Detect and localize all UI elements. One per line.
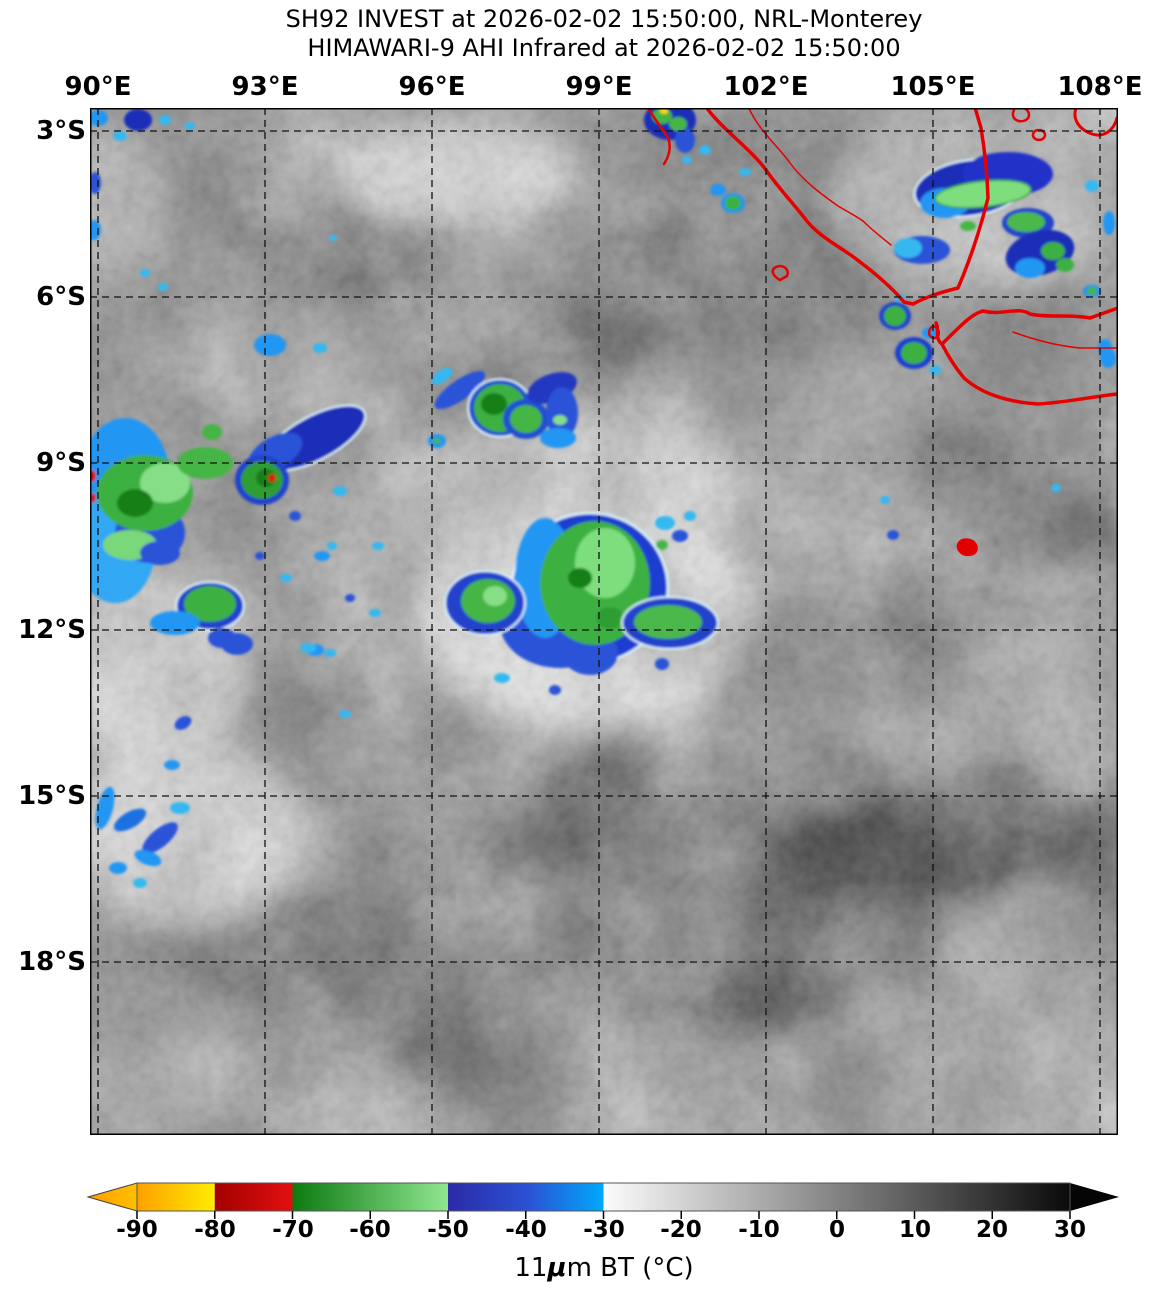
cb-label-mu: μ <box>547 1253 567 1283</box>
small-island-outline <box>1031 128 1047 142</box>
lat-label-9s: 9°S <box>36 448 86 478</box>
lat-label-12s: 12°S <box>18 615 86 645</box>
colorbar-segment-red <box>214 1183 293 1211</box>
cb-tick--20: -20 <box>660 1217 702 1243</box>
islands-outline-nw <box>646 108 671 166</box>
cb-tick--10: -10 <box>738 1217 780 1243</box>
sumatra-west-coast <box>704 108 915 306</box>
colorbar-segment-gray <box>603 1183 1070 1211</box>
map-border <box>90 108 1118 1135</box>
lon-label-90e: 90°E <box>64 72 132 102</box>
colorbar-ticks <box>136 1211 1071 1219</box>
cb-tick-10: 10 <box>898 1217 931 1243</box>
lon-label-93e: 93°E <box>231 72 299 102</box>
colorbar-segment-green <box>292 1183 448 1211</box>
coastlines <box>646 108 1118 557</box>
lon-label-99e: 99°E <box>565 72 633 102</box>
colorbar-segment-blue <box>448 1183 604 1211</box>
colorbar-segment-orange <box>137 1183 215 1211</box>
product-title: SH92 INVEST at 2026-02-02 15:50:00, NRL-… <box>285 5 923 33</box>
java-south-coast <box>940 342 1118 406</box>
cb-tick--70: -70 <box>272 1217 314 1243</box>
colorbar-left-arrow <box>86 1182 138 1212</box>
lon-label-96e: 96°E <box>398 72 466 102</box>
mentawai-island-outline <box>771 265 789 282</box>
lon-label-105e: 105°E <box>890 72 976 102</box>
cb-label-pre: 11 <box>514 1253 548 1283</box>
bangka-island-outline <box>1011 108 1031 123</box>
map-area <box>90 108 1118 1135</box>
lat-label-18s: 18°S <box>18 947 86 977</box>
cb-tick--30: -30 <box>583 1217 625 1243</box>
cb-tick--80: -80 <box>194 1217 236 1243</box>
lon-label-102e: 102°E <box>723 72 809 102</box>
cb-tick--60: -60 <box>349 1217 391 1243</box>
colorbar-svg <box>86 1182 1119 1219</box>
lat-label-15s: 15°S <box>18 781 86 811</box>
sumatra-internal-border-2 <box>862 220 892 246</box>
product-subtitle: HIMAWARI-9 AHI Infrared at 2026-02-02 15… <box>307 34 901 62</box>
colorbar <box>85 1178 1125 1224</box>
lat-label-6s: 6°S <box>36 282 86 312</box>
graticule <box>90 108 1118 1135</box>
cb-tick--90: -90 <box>116 1217 158 1243</box>
cb-tick-0: 0 <box>828 1217 845 1243</box>
java-internal-border <box>1012 331 1118 349</box>
cb-tick-30: 30 <box>1053 1217 1086 1243</box>
lon-label-108e: 108°E <box>1057 72 1143 102</box>
cb-label-post: m BT (°C) <box>566 1253 694 1283</box>
belitung-island-outline <box>1073 108 1118 137</box>
sumatra-internal-border <box>748 108 864 222</box>
satellite-ir-image <box>90 108 1118 1135</box>
colorbar-axis-label: 11μm BT (°C) <box>90 1253 1118 1283</box>
cb-tick--40: -40 <box>505 1217 547 1243</box>
colorbar-right-arrow <box>1070 1183 1119 1211</box>
lat-label-3s: 3°S <box>36 116 86 146</box>
sumatra-east-coast <box>911 108 990 306</box>
cb-tick-20: 20 <box>975 1217 1008 1243</box>
christmas-island-outline <box>956 538 978 557</box>
cb-tick--50: -50 <box>427 1217 469 1243</box>
java-north-coast <box>934 306 1118 346</box>
cold-cloud-tops <box>90 108 1116 888</box>
